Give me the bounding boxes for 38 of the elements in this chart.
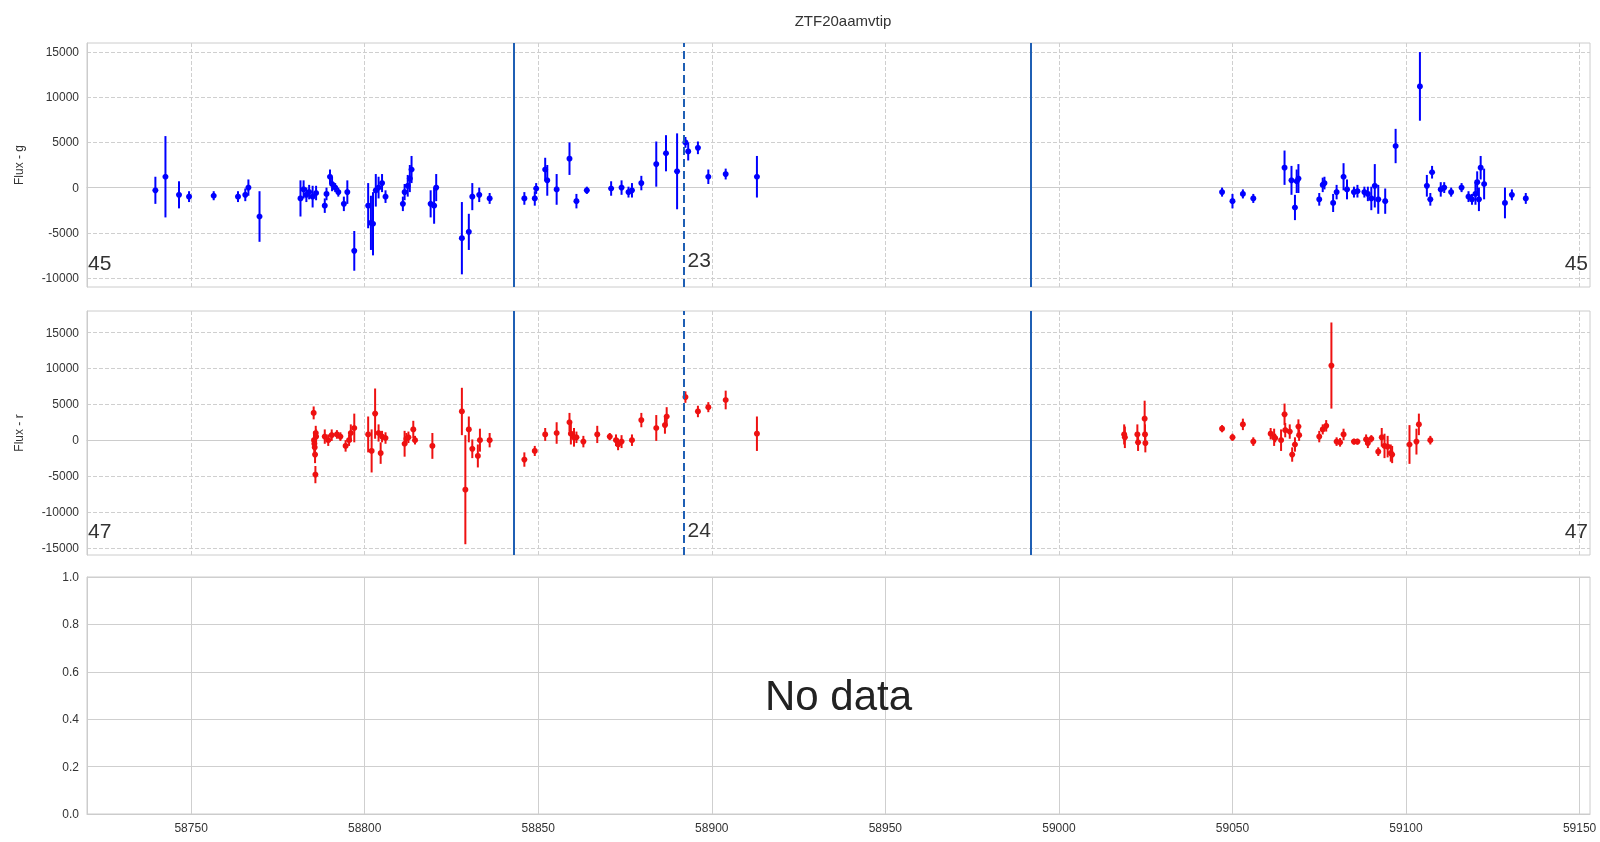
x-tick-label: 58850 — [521, 821, 556, 835]
chart-title: ZTF20aamvtip — [794, 12, 892, 29]
x-tick-label: 59000 — [1042, 821, 1076, 835]
annotation: 24 — [687, 518, 712, 542]
annotation: 45 — [88, 250, 112, 274]
x-tick-label: 59100 — [1389, 821, 1424, 835]
y-tick-label: 15000 — [45, 45, 80, 60]
annotation: 45 — [1564, 250, 1588, 274]
y-tick-label: -10000 — [41, 504, 80, 519]
y-tick-label: 10000 — [45, 90, 80, 105]
x-tick-label: 58950 — [868, 821, 903, 835]
y-tick-label: 10000 — [45, 361, 80, 376]
y-tick-label: 0.2 — [62, 759, 80, 774]
y-axis-title: Flux - r — [12, 414, 26, 452]
y-tick-label: 0.6 — [62, 664, 80, 679]
y-tick-label: 15000 — [45, 325, 80, 340]
x-tick-label: 58900 — [695, 821, 729, 835]
y-tick-label: 1.0 — [62, 570, 80, 584]
annotation: 23 — [687, 248, 711, 272]
y-tick-label: 5000 — [52, 397, 80, 412]
y-tick-label: -5000 — [48, 225, 80, 240]
y-tick-label: 0 — [72, 180, 80, 195]
y-axis-title: Flux - g — [12, 144, 26, 186]
y-tick-label: -5000 — [48, 469, 80, 484]
y-tick-label: 0.8 — [62, 617, 80, 632]
y-tick-label: 5000 — [52, 135, 80, 150]
y-tick-label: 0.4 — [62, 712, 80, 727]
y-tick-label: -10000 — [41, 270, 80, 285]
x-tick-label: 58800 — [348, 821, 382, 835]
y-tick-label: -15000 — [41, 540, 80, 555]
x-tick-label: 59050 — [1215, 821, 1250, 835]
y-tick-label: 0.0 — [62, 807, 80, 821]
x-tick-label: 58750 — [174, 821, 209, 835]
y-tick-label: 0 — [72, 433, 80, 448]
annotation: 47 — [88, 518, 112, 542]
x-tick-label: 59150 — [1562, 821, 1597, 835]
annotation: 47 — [1564, 518, 1588, 542]
annotation: No data — [764, 672, 913, 719]
